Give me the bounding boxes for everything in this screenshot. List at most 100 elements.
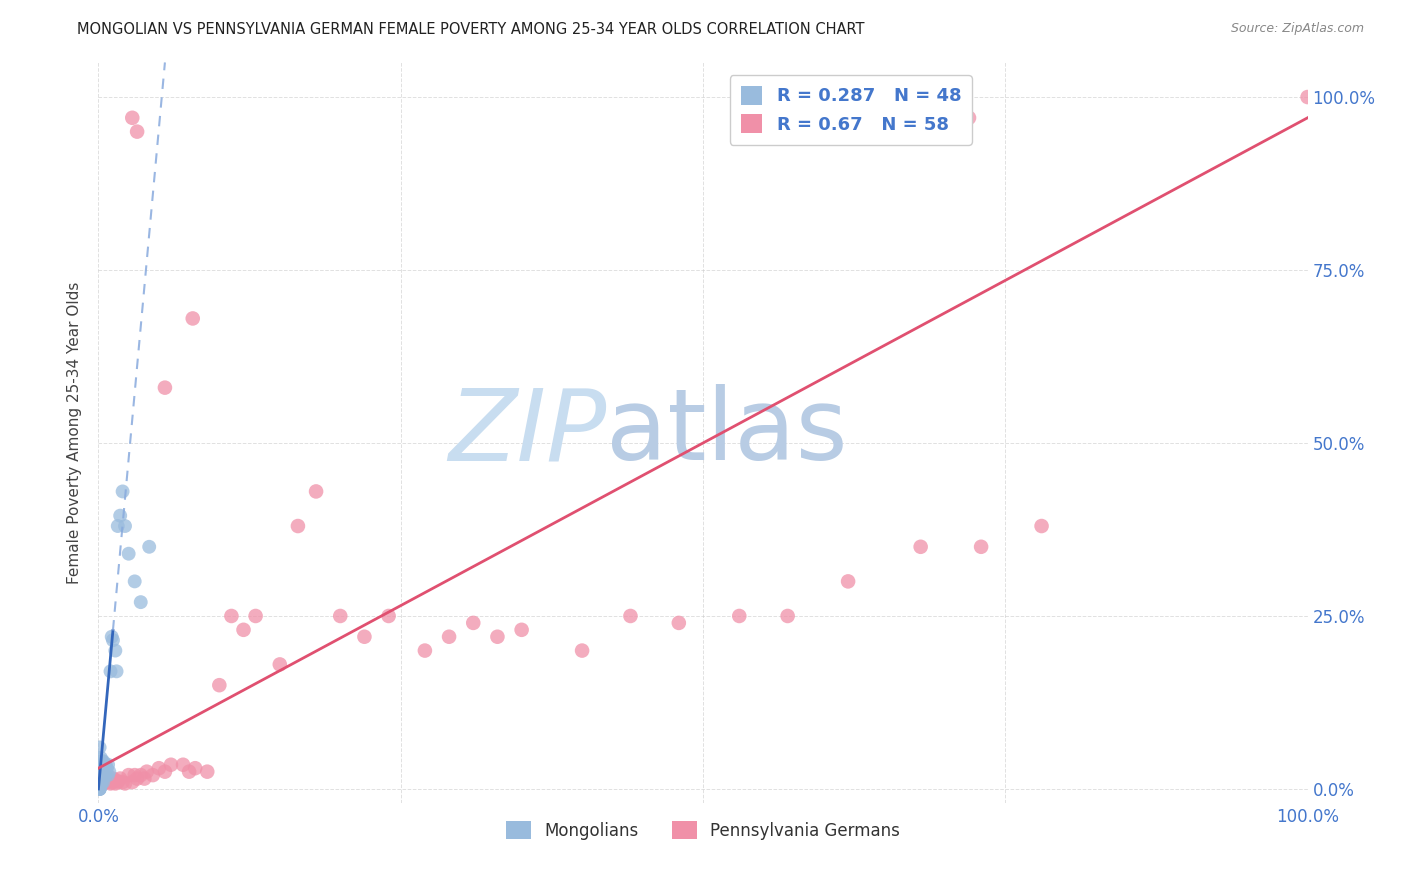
Point [89,754,111,768]
Point [1296,90,1319,104]
Text: Source: ZipAtlas.com: Source: ZipAtlas.com [1230,22,1364,36]
Point [89,781,111,796]
Point [127,125,149,139]
Point [96,775,118,789]
Point [104,776,127,790]
Point [89,757,111,772]
Point [97,768,120,782]
Point [135,764,157,779]
Point [118,768,141,782]
Point [89,768,111,782]
Point [89,781,111,796]
Point [353,630,375,644]
Point [94,768,117,782]
Point [138,540,160,554]
Point [970,540,993,554]
Legend: Mongolians, Pennsylvania Germans: Mongolians, Pennsylvania Germans [499,814,907,847]
Point [90,751,112,765]
Point [287,519,309,533]
Point [148,761,170,775]
Point [1031,519,1053,533]
Point [89,781,111,796]
Point [97,772,120,786]
Point [89,768,111,782]
Point [90,772,112,786]
Point [105,773,128,788]
Point [91,775,114,789]
Point [91,754,114,768]
Point [104,643,127,657]
Point [91,754,114,768]
Point [97,757,120,772]
Point [510,623,533,637]
Point [910,540,932,554]
Point [89,764,111,779]
Point [93,773,115,788]
Point [837,574,859,589]
Point [172,757,194,772]
Point [101,633,124,648]
Point [486,630,509,644]
Point [118,547,141,561]
Text: atlas: atlas [606,384,848,481]
Point [105,665,128,679]
Point [160,757,183,772]
Point [91,772,114,786]
Point [107,519,129,533]
Point [108,508,131,523]
Point [100,775,122,789]
Point [100,630,122,644]
Text: MONGOLIAN VS PENNSYLVANIA GERMAN FEMALE POVERTY AMONG 25-34 YEAR OLDS CORRELATIO: MONGOLIAN VS PENNSYLVANIA GERMAN FEMALE … [77,22,865,37]
Point [195,764,218,779]
Point [89,772,111,786]
Point [91,775,114,789]
Point [90,768,112,782]
Point [181,311,204,326]
Point [111,775,134,789]
Point [127,772,149,786]
Point [153,381,176,395]
Point [89,761,111,775]
Point [245,609,267,624]
Y-axis label: Female Poverty Among 25-34 Year Olds: Female Poverty Among 25-34 Year Olds [67,282,83,583]
Point [232,623,254,637]
Point [114,519,136,533]
Point [619,609,641,624]
Point [437,630,460,644]
Point [94,757,117,772]
Point [89,740,111,755]
Point [91,776,114,790]
Point [89,779,111,793]
Point [305,484,328,499]
Point [107,775,129,789]
Point [463,615,485,630]
Point [93,761,115,775]
Point [571,643,593,657]
Point [98,764,121,779]
Point [90,775,112,789]
Point [108,772,131,786]
Point [121,775,143,789]
Point [413,643,436,657]
Point [129,595,152,609]
Point [728,609,751,624]
Point [90,779,112,793]
Point [142,768,165,782]
Point [100,776,122,790]
Point [377,609,399,624]
Point [124,768,146,782]
Point [124,574,146,589]
Point [89,781,111,796]
Point [101,772,124,786]
Point [668,615,690,630]
Point [100,665,122,679]
Point [184,761,207,775]
Point [90,775,112,789]
Point [90,757,112,772]
Point [90,764,112,779]
Point [111,484,134,499]
Point [776,609,799,624]
Text: ZIP: ZIP [449,384,606,481]
Point [96,761,118,775]
Point [98,773,121,788]
